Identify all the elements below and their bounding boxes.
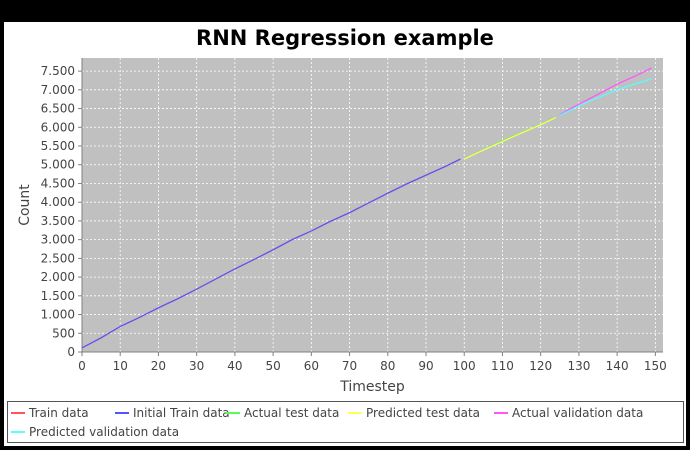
y-tick-label: 0 [67, 345, 75, 359]
legend-item: Predicted test data [348, 404, 480, 422]
legend-label: Predicted validation data [29, 425, 180, 439]
y-tick-label: 3.000 [41, 233, 75, 247]
series-line-actual-validation-data [559, 67, 652, 116]
x-axis-label: Timestep [339, 379, 405, 395]
legend-item: Train data [11, 404, 89, 422]
y-tick-label: 2.500 [41, 251, 75, 265]
legend-item: Initial Train data [115, 404, 230, 422]
legend-swatch [348, 412, 362, 414]
y-tick-label: 1.000 [41, 308, 75, 322]
x-tick-label: 50 [265, 359, 280, 373]
y-tick-label: 3.500 [41, 214, 75, 228]
legend-swatch [11, 431, 25, 433]
x-tick-label: 40 [227, 359, 242, 373]
y-axis-label: Count [17, 184, 33, 226]
y-tick-label: 2.000 [41, 270, 75, 284]
series-line-predicted-validation-data [559, 78, 652, 116]
legend: Train data Initial Train data Actual test … [7, 401, 684, 443]
series-lines [81, 67, 652, 349]
y-tick-label: 1.500 [41, 289, 75, 303]
y-tick-label: 6.000 [41, 120, 75, 134]
legend-item: Actual test data [226, 404, 339, 422]
x-tick-label: 90 [418, 359, 433, 373]
legend-label: Actual validation data [512, 406, 644, 420]
x-tick-label: 130 [567, 359, 590, 373]
grid-lines [81, 58, 663, 353]
legend-label: Predicted test data [366, 406, 481, 420]
series-line-predicted-test-data [463, 116, 557, 160]
y-tick-label: 5.000 [41, 158, 75, 172]
legend-label: Actual test data [244, 406, 340, 420]
x-tick-label: 30 [189, 359, 204, 373]
y-tick-label: 7.500 [41, 64, 75, 78]
series-line-initial-train-data [81, 158, 461, 349]
x-tick-label: 20 [151, 359, 166, 373]
y-tick-label: 7.000 [41, 83, 75, 97]
legend-label: Train data [29, 406, 89, 420]
x-tick-label: 10 [113, 359, 128, 373]
x-tick-label: 140 [606, 359, 629, 373]
x-tick-label: 80 [380, 359, 395, 373]
chart-title: RNN Regression example [196, 26, 494, 50]
x-tick-label: 100 [453, 359, 476, 373]
y-tick-label: 4.500 [41, 176, 75, 190]
y-tick-label: 4.000 [41, 195, 75, 209]
y-tick-label: 5.500 [41, 139, 75, 153]
x-tick-label: 110 [491, 359, 514, 373]
x-tick-label: 70 [342, 359, 357, 373]
y-tick-label: 6.500 [41, 102, 75, 116]
legend-swatch [226, 412, 240, 414]
legend-item: Predicted validation data [11, 423, 179, 441]
y-tick-label: 500 [52, 326, 75, 340]
legend-swatch [494, 412, 508, 414]
legend-label: Initial Train data [133, 406, 230, 420]
legend-swatch [115, 412, 129, 414]
plot-area [82, 58, 663, 352]
x-tick-label: 60 [304, 359, 319, 373]
legend-item: Actual validation data [494, 404, 643, 422]
legend-swatch [11, 412, 25, 414]
x-tick-label: 150 [644, 359, 667, 373]
x-tick-label: 0 [78, 359, 86, 373]
x-tick-label: 120 [529, 359, 552, 373]
axes: 05001.0001.5002.0002.5003.0003.5004.0004… [41, 58, 667, 373]
